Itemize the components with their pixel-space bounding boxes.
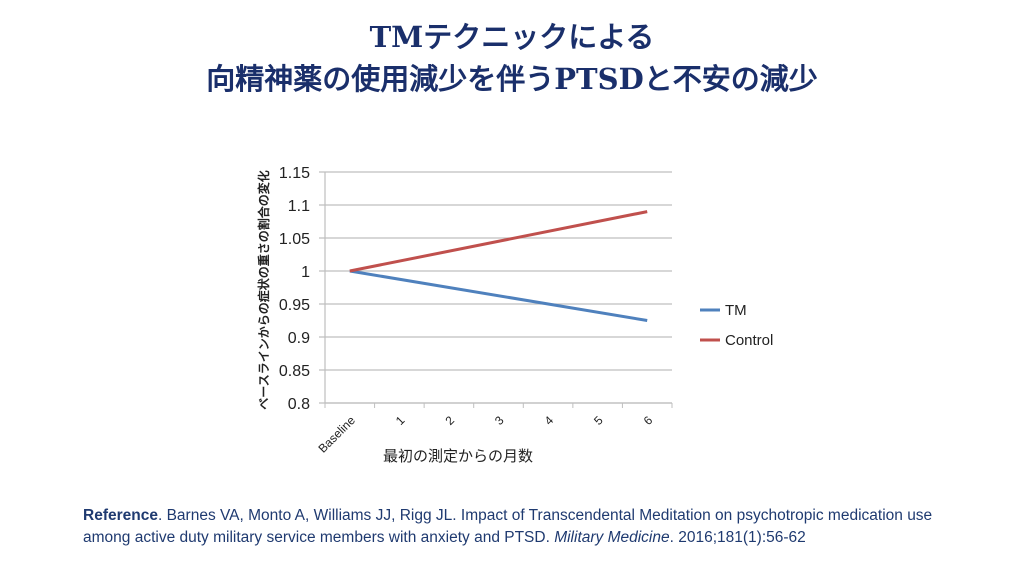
y-tick-label: 0.8 bbox=[288, 396, 310, 413]
reference-label: Reference bbox=[83, 507, 158, 524]
y-tick-label: 0.95 bbox=[279, 297, 310, 314]
x-tick-label: 6 bbox=[641, 413, 656, 428]
legend-label: TM bbox=[725, 302, 747, 319]
y-tick-label: 1.1 bbox=[288, 198, 310, 215]
series-line-tm bbox=[349, 269, 648, 322]
title-line-1: TMテクニックによる bbox=[369, 20, 655, 54]
y-tick-label: 1.05 bbox=[279, 231, 310, 248]
y-tick-label: 1 bbox=[301, 264, 310, 281]
x-tick-label: 3 bbox=[492, 413, 507, 428]
reference-journal: Military Medicine bbox=[554, 529, 670, 546]
reference-citation: . 2016;181(1):56-62 bbox=[669, 529, 806, 546]
y-tick-label: 0.85 bbox=[279, 363, 310, 380]
y-tick-label: 0.9 bbox=[288, 330, 310, 347]
series-line-control bbox=[349, 210, 648, 273]
x-tick-label: 2 bbox=[442, 413, 457, 428]
x-tick-label: 1 bbox=[393, 413, 408, 428]
x-tick-label: 5 bbox=[591, 413, 606, 428]
legend-label: Control bbox=[725, 332, 773, 349]
x-tick-label: 4 bbox=[542, 413, 557, 428]
y-axis-title: ベースラインからの症状の重さの割合の変化 bbox=[256, 170, 271, 409]
reference-body: . Barnes VA, Monto A, Williams JJ, Rigg … bbox=[83, 507, 933, 546]
x-axis-title: 最初の測定からの月数 bbox=[383, 447, 533, 465]
y-tick-label: 1.15 bbox=[279, 165, 310, 182]
title-line-2: 向精神薬の使用減少を伴うPTSDと不安の減少 bbox=[206, 62, 818, 96]
reference-text: Reference. Barnes VA, Monto A, Williams … bbox=[83, 505, 943, 549]
x-tick-label: Baseline bbox=[315, 413, 358, 456]
